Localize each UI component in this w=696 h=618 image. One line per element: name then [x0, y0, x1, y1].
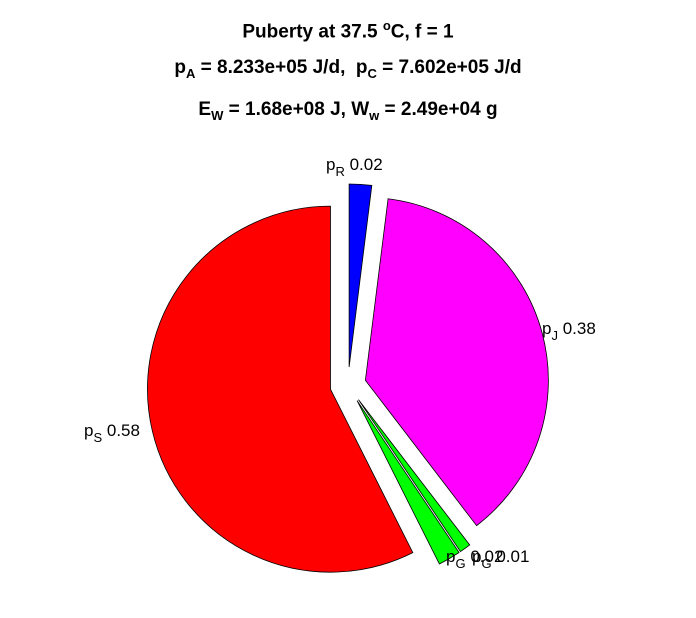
slice-label-3: pG 0.02: [446, 547, 503, 571]
pie-slice-pj-1: [364, 198, 549, 527]
title-line-1: Puberty at 37.5 oC, f = 1: [242, 18, 454, 43]
slice-label-1: pJ 0.38: [542, 319, 596, 343]
pie-slice-pr-0: [348, 183, 373, 368]
pie-slice-ps-4: [147, 205, 414, 573]
title-line-2: pA = 8.233e+05 J/d, pC = 7.602e+05 J/d: [174, 57, 522, 82]
pie-slice-pg-3: [356, 400, 460, 565]
slice-label-4: pS 0.58: [84, 421, 140, 445]
pie-slice-pg-2: [358, 399, 471, 553]
slice-label-0: pR 0.02: [326, 155, 383, 179]
slice-label-2: pG 0.01: [472, 547, 529, 571]
title-line-3: EW = 1.68e+08 J, Ww = 2.49e+04 g: [198, 99, 498, 123]
chart-title: Puberty at 37.5 oC, f = 1 pA = 8.233e+05 …: [0, 8, 696, 134]
